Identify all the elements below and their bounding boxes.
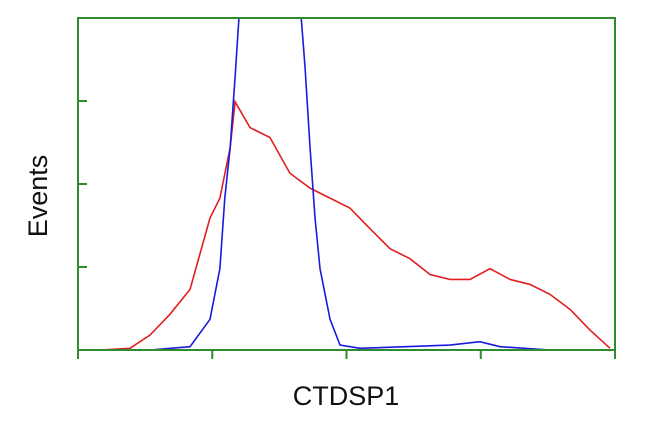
plot-frame bbox=[77, 17, 616, 351]
plot-area bbox=[100, 18, 611, 350]
histogram-line bbox=[100, 18, 611, 350]
x-axis-label: CTDSP1 bbox=[293, 381, 400, 411]
y-axis-label: Events bbox=[23, 155, 53, 238]
histogram-line bbox=[100, 99, 611, 350]
